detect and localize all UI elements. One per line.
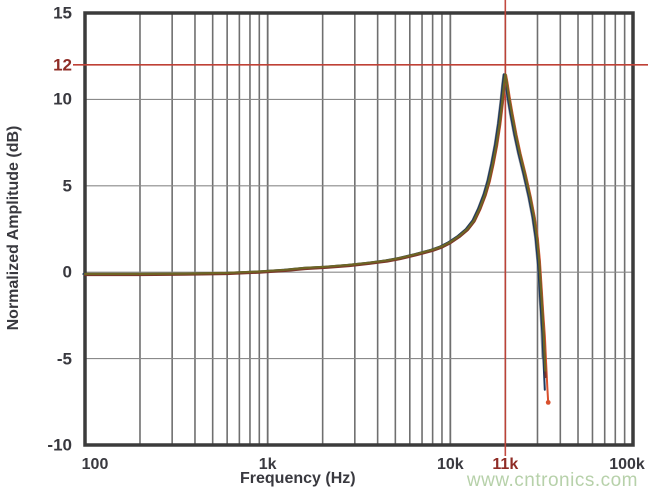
x-tick-label-10k: 10k <box>436 456 464 473</box>
y-tick-label-15: 15 <box>53 3 72 23</box>
y-tick-label-5: 5 <box>62 176 72 196</box>
x-tick-label-1k: 1k <box>258 456 277 473</box>
y-tick-label--5: -5 <box>56 349 72 369</box>
trace-orange-red-end-dot <box>545 400 551 405</box>
y-tick-label-0: 0 <box>62 262 72 282</box>
x-axis-title: Frequency (Hz) <box>240 470 356 487</box>
x-tick-label-100: 100 <box>81 456 109 473</box>
y-tick-label--10: -10 <box>47 435 72 455</box>
watermark: www.cntronics.com <box>466 470 638 491</box>
y-axis-title: Normalized Amplitude (dB) <box>5 125 22 331</box>
y-tick-label-10: 10 <box>53 89 72 109</box>
x-tick-label-100k: 100k <box>609 456 645 473</box>
plot-border <box>83 11 635 447</box>
trace-olive <box>83 73 547 372</box>
trace-orange-red <box>84 73 550 404</box>
x-tick-label-11k: 11k <box>492 456 519 473</box>
trace-dark-red <box>84 74 547 379</box>
trace-navy <box>82 73 546 391</box>
trace-gray <box>82 73 544 359</box>
y-tick-label-12: 12 <box>53 55 72 75</box>
